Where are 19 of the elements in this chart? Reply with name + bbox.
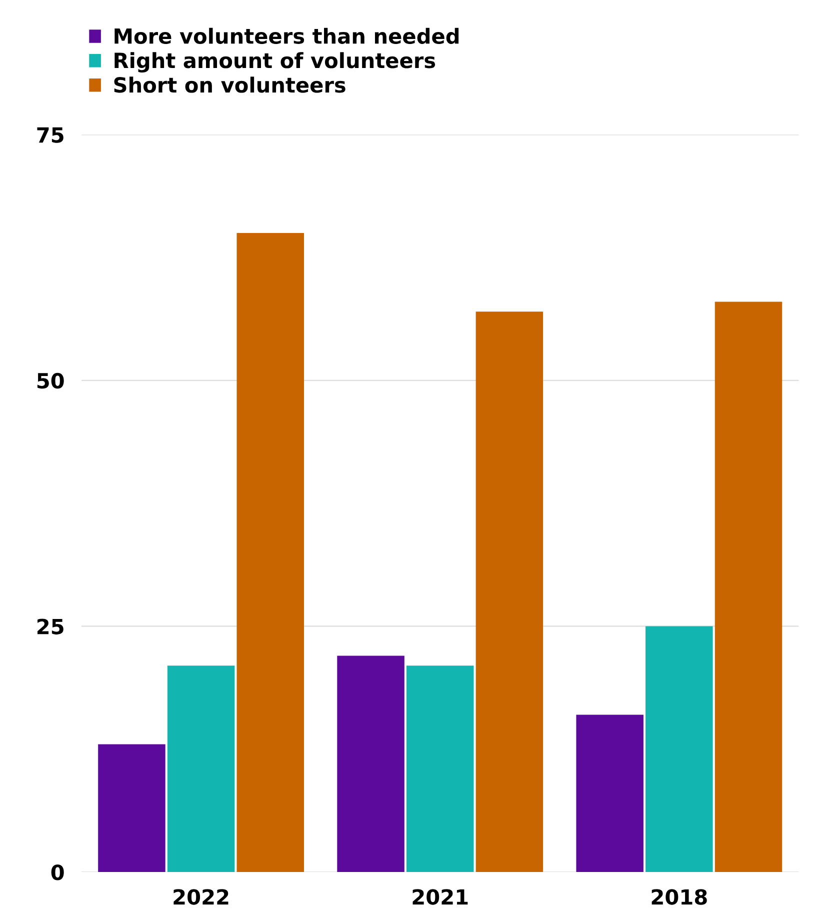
bar [646, 626, 713, 872]
bar [476, 312, 544, 872]
bar [714, 302, 782, 872]
bar [167, 666, 235, 872]
y-tick-label: 50 [37, 372, 64, 389]
bar [406, 666, 474, 872]
bar [98, 744, 166, 872]
legend-label: Short on volunteers [114, 76, 346, 93]
bar [576, 714, 644, 872]
bar [337, 656, 404, 872]
x-tick-label: 2022 [174, 889, 228, 905]
y-tick-label: 0 [51, 864, 64, 880]
legend-label: More volunteers than needed [114, 28, 459, 44]
legend-label: Right amount of volunteers [114, 52, 436, 72]
x-tick-label: 2021 [412, 889, 468, 905]
bar [236, 232, 304, 872]
y-tick-label: 25 [37, 618, 64, 634]
x-tick-label: 2018 [652, 889, 707, 905]
y-tick-label: 75 [37, 127, 64, 143]
